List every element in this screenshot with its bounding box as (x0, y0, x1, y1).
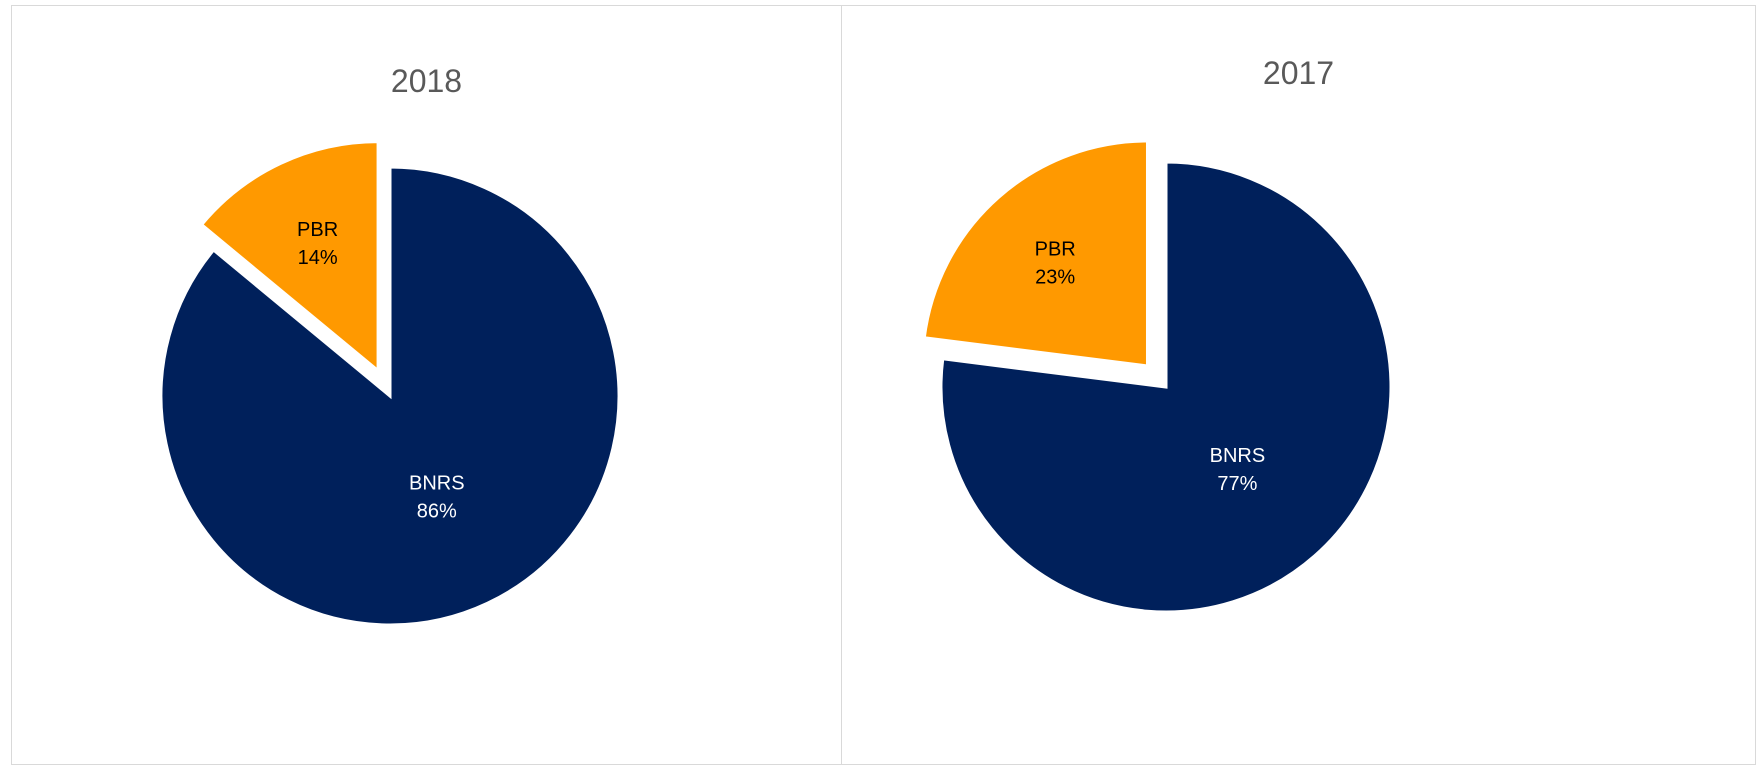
slice-percent-label: 14% (298, 247, 338, 269)
slice-percent-label: 77% (1217, 473, 1257, 495)
pie-slice-bnrs (939, 160, 1393, 614)
slice-category-label: PBR (1035, 238, 1076, 260)
pie-slice-pbr (199, 140, 380, 374)
pie-slice-pbr (922, 139, 1149, 368)
slice-category-label: BNRS (1210, 445, 1266, 467)
slice-category-label: BNRS (409, 473, 465, 495)
chart-title: 2017 (1262, 55, 1335, 91)
slice-category-label: PBR (297, 219, 338, 241)
pie-chart-svg: PBR 14% BNRS 86% (159, 140, 621, 627)
pie-chart-svg: PBR 23% BNRS 77% (922, 139, 1393, 614)
chart-title: 2018 (390, 63, 463, 99)
chart-2018: 2018 PBR 14% BNRS 86% (11, 5, 842, 765)
slice-percent-label: 23% (1035, 266, 1075, 288)
pie-slice-bnrs (159, 165, 621, 627)
chart-2017: 2017 PBR 23% BNRS 77% (841, 5, 1756, 765)
slice-percent-label: 86% (417, 501, 457, 523)
